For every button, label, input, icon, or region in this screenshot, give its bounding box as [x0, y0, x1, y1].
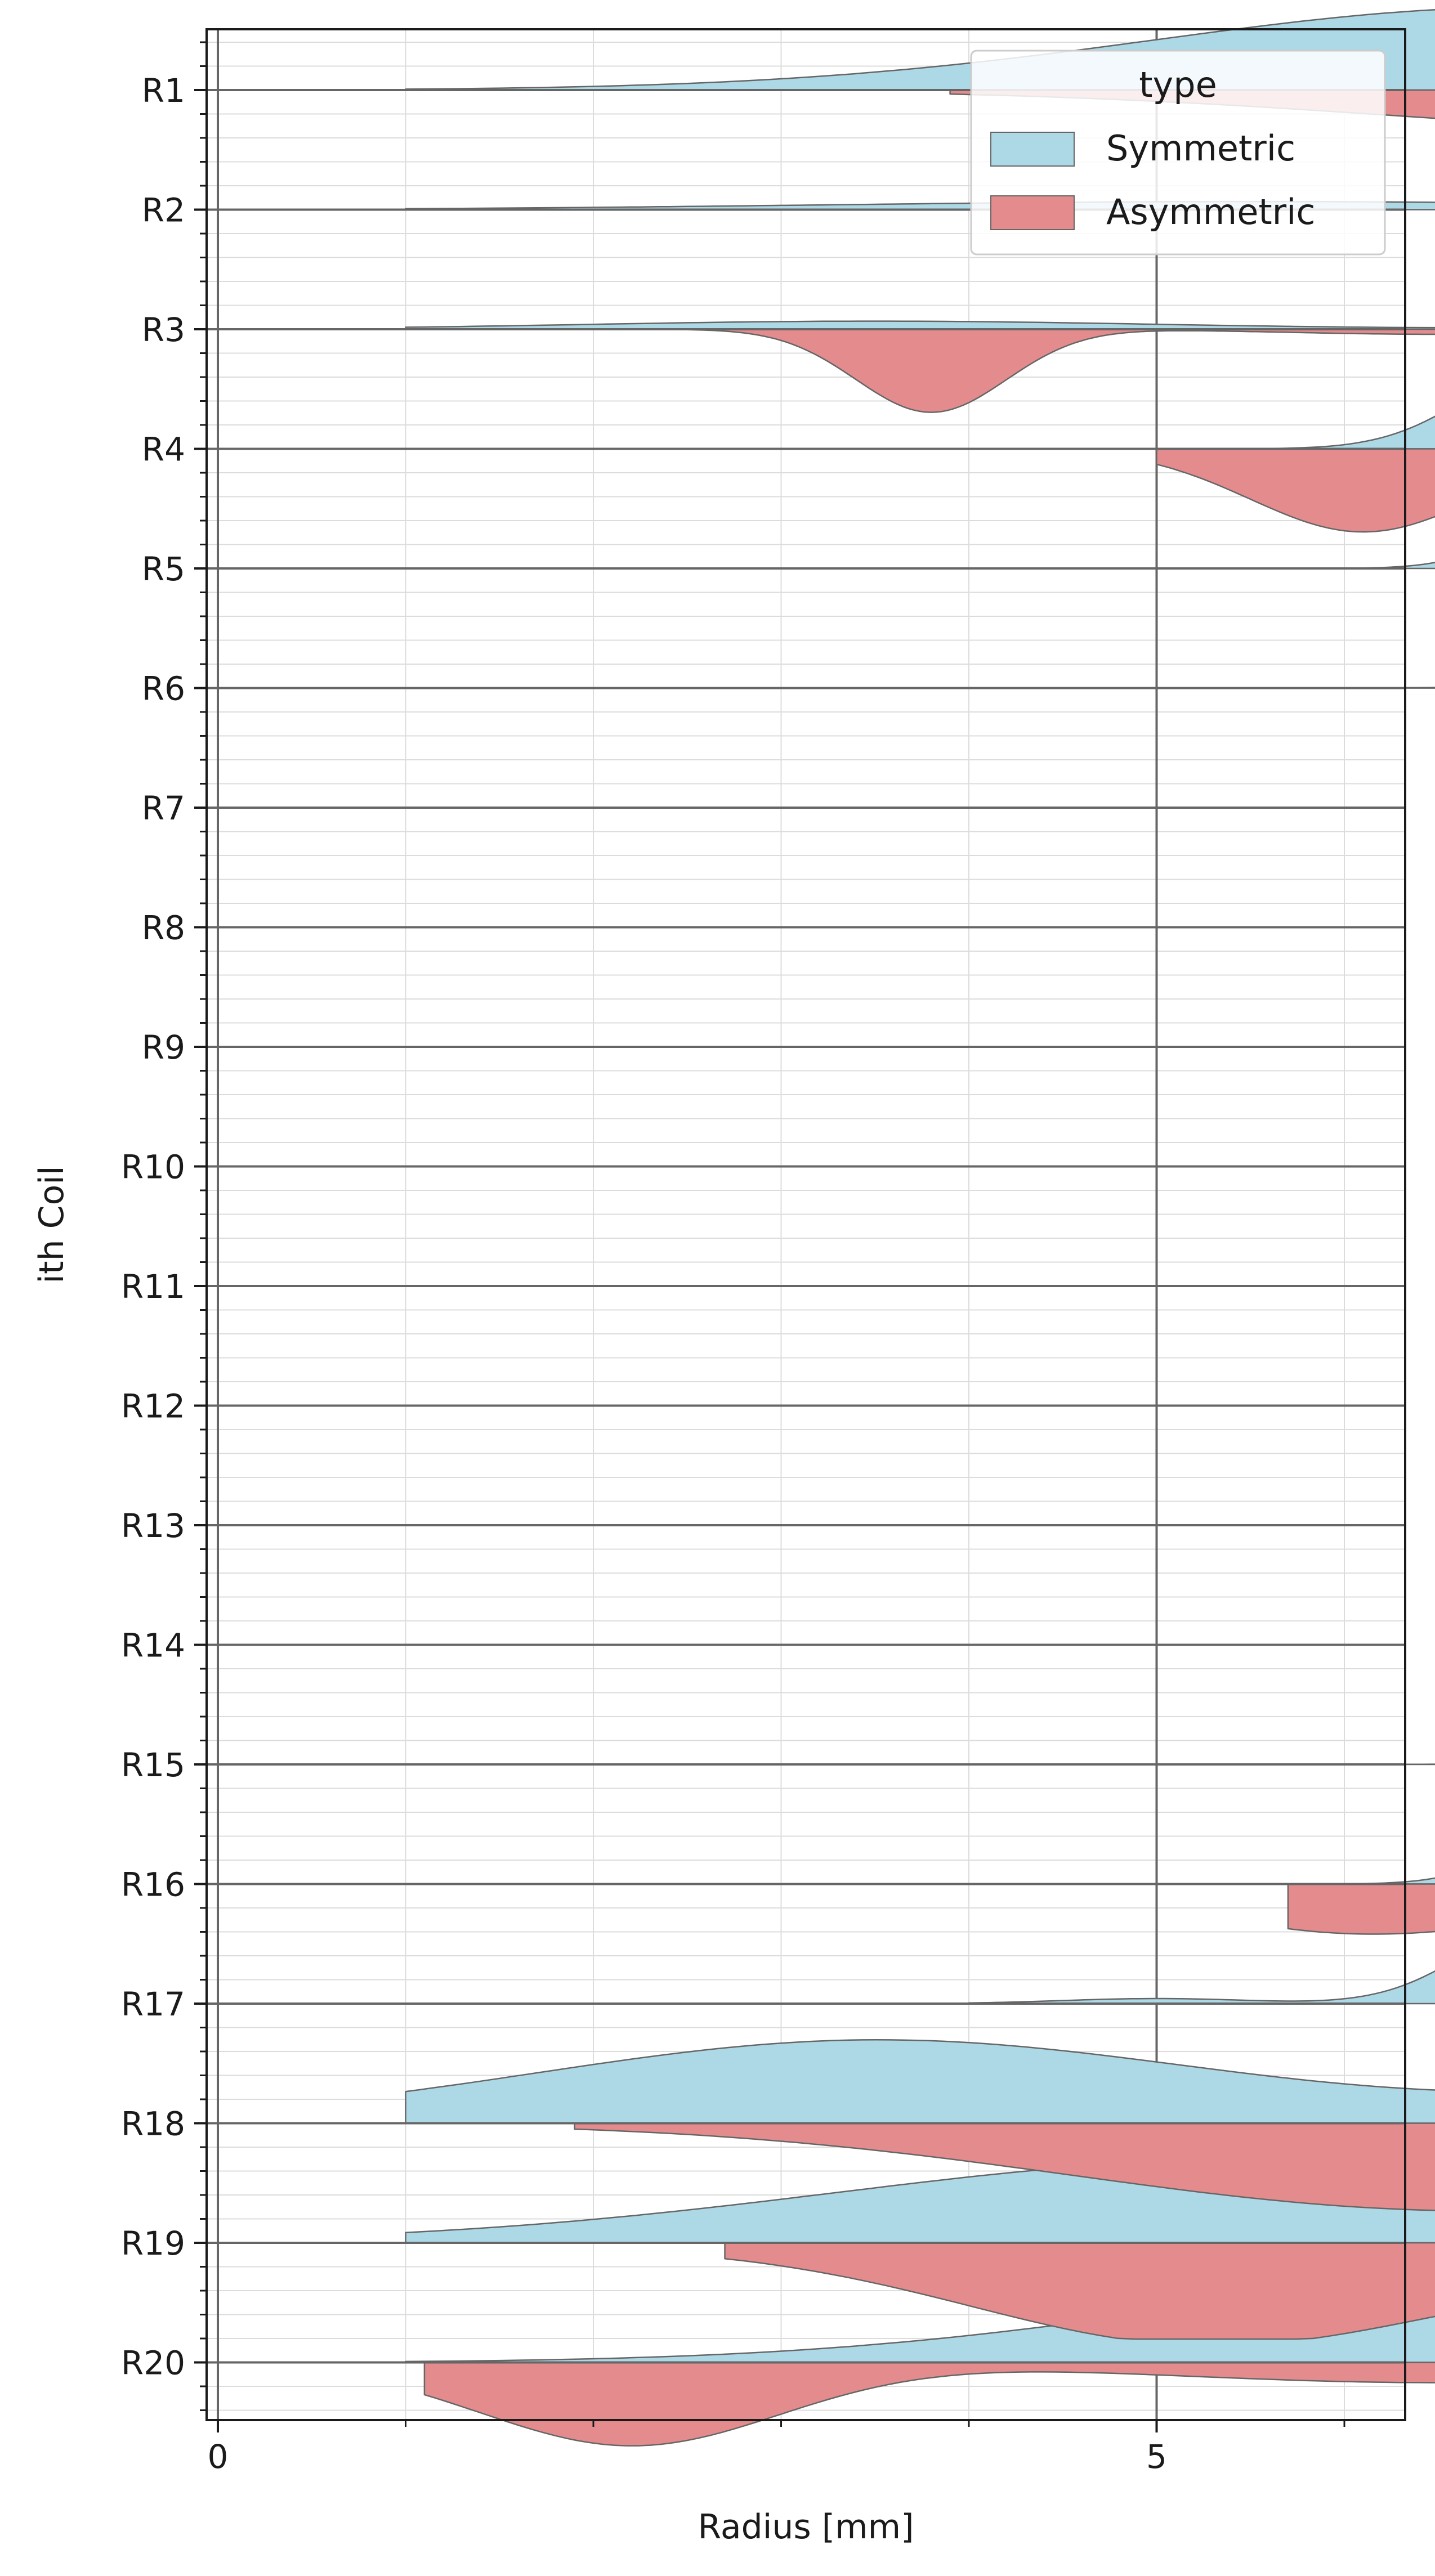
y-tick-label-r3: R3	[142, 311, 185, 349]
y-tick-label-r2: R2	[142, 191, 185, 230]
legend-swatch-symmetric	[990, 132, 1075, 167]
y-tick-label-r19: R19	[121, 2224, 185, 2263]
legend-label-asymmetric: Asymmetric	[1106, 191, 1315, 232]
y-tick-label-r11: R11	[121, 1267, 185, 1306]
violin-series	[405, 9, 1435, 2447]
y-tick-label-r6: R6	[142, 670, 185, 708]
y-tick-label-r20: R20	[121, 2344, 185, 2382]
legend-title: type	[1139, 64, 1217, 105]
y-tick-label-r18: R18	[121, 2105, 185, 2143]
violin-symmetric-r18	[405, 2039, 1435, 2124]
legend: type Symmetric Asymmetric	[970, 50, 1386, 256]
y-tick-label-r4: R4	[142, 431, 185, 469]
violin-symmetric-r3	[405, 320, 1435, 330]
major-grid	[217, 29, 1158, 2420]
y-tick-label-r12: R12	[121, 1387, 185, 1426]
violin-symmetric-r16	[1343, 1877, 1435, 1885]
legend-swatch-asymmetric	[990, 195, 1075, 230]
y-axis-title: ith Coil	[32, 1166, 71, 1283]
violin-symmetric-r5	[1343, 562, 1435, 570]
y-tick-label-r16: R16	[121, 1866, 185, 1904]
y-tick-label-r5: R5	[142, 550, 185, 588]
y-tick-label-r17: R17	[121, 1985, 185, 2023]
y-tick-label-r15: R15	[121, 1746, 185, 1784]
violin-symmetric-r4	[968, 415, 1435, 450]
violin-asymmetric-r3	[686, 328, 1435, 413]
violin-asymmetric-r19	[724, 2242, 1435, 2340]
violin-symmetric-r17	[968, 1970, 1435, 2005]
violin-asymmetric-r16	[1287, 1883, 1435, 1935]
y-tick-label-r1: R1	[142, 71, 185, 110]
y-tick-label-r9: R9	[142, 1028, 185, 1067]
y-tick-label-r7: R7	[142, 789, 185, 827]
y-tick-label-r10: R10	[121, 1148, 185, 1186]
x-tick-label: 0	[208, 2438, 229, 2476]
category-baselines	[207, 89, 1405, 2364]
legend-label-symmetric: Symmetric	[1106, 128, 1295, 169]
y-tick-label-r8: R8	[142, 909, 185, 947]
violin-asymmetric-r4	[1156, 448, 1435, 533]
violin-asymmetric-r18	[574, 2122, 1435, 2211]
x-axis-title: Radius [mm]	[698, 2507, 914, 2547]
violin-asymmetric-r20	[423, 2362, 1435, 2447]
y-axis-ticks: R1 R2 R3 R4 R5 R6 R7 R8 R9 R10 R11 R12 R13 R14 R15 R16 R…	[121, 41, 207, 2411]
plot-frame	[205, 28, 1406, 2421]
x-tick-label: 5	[1146, 2438, 1167, 2476]
violin-asymmetric-r6	[1250, 687, 1435, 689]
x-axis-ticks: 051015202530	[208, 2420, 1345, 2476]
y-tick-label-r13: R13	[121, 1507, 185, 1545]
y-tick-label-r14: R14	[121, 1627, 185, 1665]
violin-symmetric-r20	[405, 2281, 1435, 2363]
